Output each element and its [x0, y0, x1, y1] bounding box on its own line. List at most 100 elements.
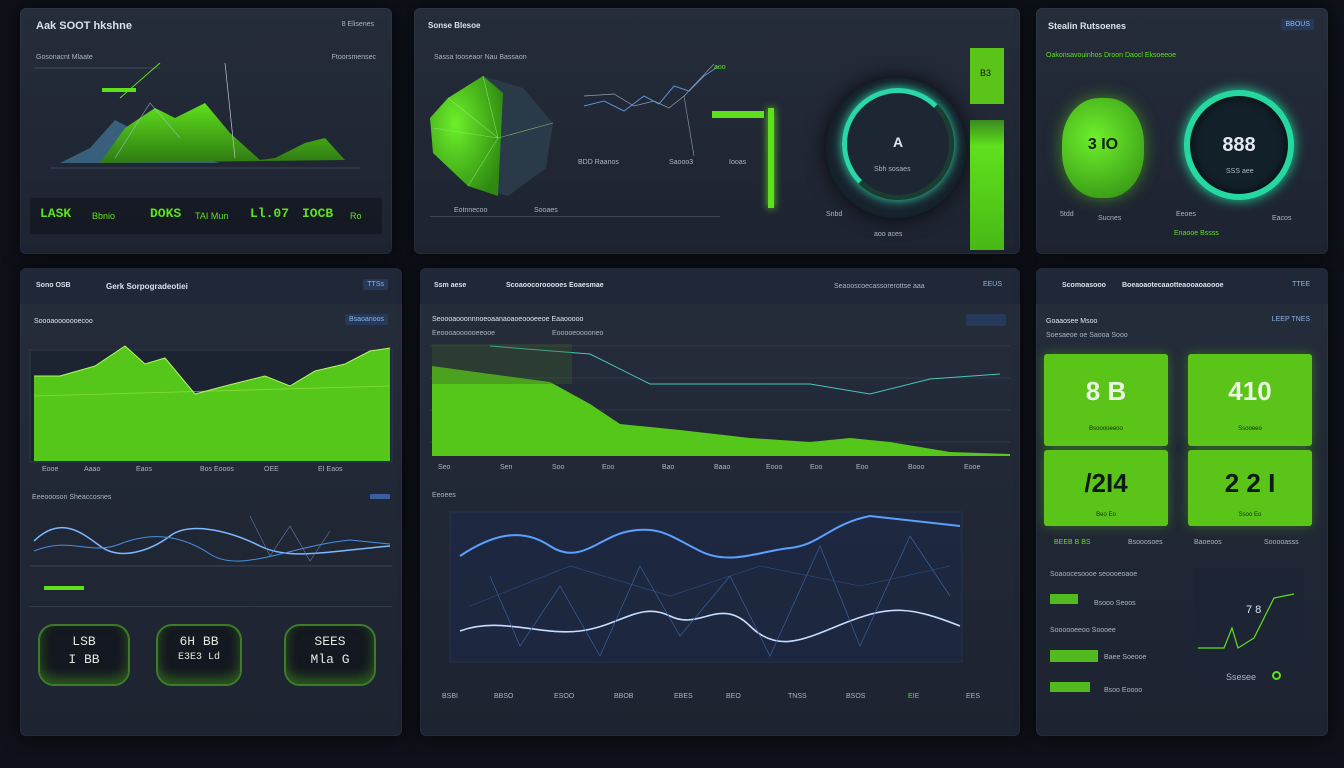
vertical-bar-top — [970, 48, 1004, 104]
gauge-right-sub: SSS aee — [1226, 168, 1254, 175]
mini-table — [430, 216, 720, 244]
x2-tick-9: EIE — [908, 693, 920, 700]
kpi-tile-3-value: /2I4 — [1084, 468, 1128, 498]
divider-bar — [768, 108, 774, 208]
x-tick-1: Eooe — [42, 466, 59, 473]
x2-tick-1: BSBI — [442, 693, 458, 700]
decline-area-chart — [430, 344, 1010, 456]
stat-value-3: Ll.07 — [250, 206, 290, 221]
list-item-5[interactable]: Bsoo Eoooo — [1104, 687, 1143, 694]
panel-title: Stealin Rutsoenes — [1048, 21, 1127, 31]
panel-kpis: Scomoasooo Boeaoaotecaaotteaooaoaoooe TT… — [1036, 268, 1328, 736]
panel-sub2: Soesaeoe oe Saooa Sooo — [1046, 332, 1128, 339]
stat-label-2: TAI Mun — [195, 211, 229, 221]
x-tick-7: Eooo — [766, 464, 783, 471]
kpi-tile-4[interactable]: 2 2 I Ssoo Eo — [1188, 450, 1312, 526]
chart-sub2: Eooooeooooneo — [552, 330, 604, 337]
list-item-2[interactable]: Bsooo Seoos — [1094, 600, 1136, 607]
kpi-tile-2-value: 410 — [1228, 376, 1272, 406]
chart-subtitle: Gosonacnt Mlaate — [36, 54, 93, 61]
kpi-tile-1-label: Bsooooeeoo — [1089, 426, 1123, 432]
x2-tick-2: BBSO — [494, 693, 514, 700]
status-dot — [1272, 671, 1281, 680]
list-item-1[interactable]: Soaoocesoooe seoooeoaoe — [1050, 571, 1138, 578]
tile-foot-4: Sooooasss — [1264, 539, 1299, 546]
kpi-pill-2[interactable]: 6H BB E3E3 Ld — [156, 624, 242, 686]
list-item-3[interactable]: Soooooeeoo Soooee — [1050, 627, 1116, 634]
panel-title: Sonse Blesoe — [428, 21, 481, 30]
foot-label-2: Sucnes — [1098, 215, 1122, 222]
chart-sub: Eeoooaoooooeeooe — [432, 330, 496, 337]
panel-tag[interactable]: TTEE — [1292, 281, 1310, 288]
panel-badge[interactable]: 8 Elisenes — [341, 21, 374, 28]
kpi-pill-1-top: LSB — [72, 634, 96, 649]
panel-title-a: Ssm aese — [434, 282, 467, 289]
x-tick-2: Aaao — [84, 466, 101, 473]
x-tick-11: Eooe — [964, 464, 981, 471]
x2-tick-6: BEO — [726, 693, 741, 700]
gauge-left-value: 3 IO — [1087, 136, 1119, 153]
kpi-tile-1[interactable]: 8 B Bsooooeeoo — [1044, 354, 1168, 446]
gauge-value: A — [892, 134, 904, 150]
mountain-chart — [34, 62, 360, 169]
table-row-2: Sooaes — [534, 207, 558, 214]
tile-foot-2: Bsooosoes — [1128, 539, 1163, 546]
list-bar-3 — [1050, 682, 1090, 692]
x-tick-6: EI Eaos — [318, 466, 343, 473]
tile-foot-1: BEEB B BS — [1054, 539, 1091, 546]
panel-subtitle: Oakonsavouinhos Droon Daocl Eksoeeoe — [1046, 52, 1176, 59]
panel-performance: Ssm aese Scoaoocorooooes Eoaesmae Seaoos… — [420, 268, 1020, 736]
x-tick-5: Bao — [662, 464, 675, 471]
chart2-tag-bar — [370, 494, 390, 499]
wave-chart — [30, 515, 392, 590]
x2-tick-5: EBES — [674, 693, 693, 700]
panel-tag[interactable]: BBOUS — [1281, 19, 1314, 30]
kpi-pill-2-top: 6H BB — [179, 634, 219, 649]
x-tick-6: Baao — [714, 464, 731, 471]
stat-value-1: LASK — [40, 206, 72, 221]
x-tick-2: Sen — [500, 464, 513, 471]
panel-title: Aak SOOT hkshne — [36, 20, 132, 32]
chart-tag[interactable]: Bsaoanoos — [344, 314, 388, 325]
kpi-tile-2[interactable]: 410 Ssooeeo — [1188, 354, 1312, 446]
kpi-pill-1-bottom: I BB — [68, 652, 100, 667]
panel-title-a: Sono OSB — [36, 282, 71, 289]
panel-sub: Goaaosee Msoo — [1046, 318, 1098, 325]
panel-tag2[interactable]: LEEP TNES — [1271, 316, 1310, 323]
panel-tag[interactable]: EEUS — [982, 281, 1002, 288]
foot-label-4: Eacos — [1272, 215, 1292, 222]
gauge-right — [1184, 90, 1294, 200]
chart2-title: Eeoees — [432, 492, 456, 499]
chart-title: Seoooaooonnnoeoaanaoaoeoooeeoe Eaaooooo — [432, 316, 584, 323]
x-tick-10: Booo — [908, 464, 925, 471]
vertical-bar-value: B3 — [980, 68, 992, 78]
footer-label: Ssesee — [1226, 672, 1257, 682]
line-label-4: Iooas — [729, 159, 747, 166]
stats-strip — [30, 198, 382, 234]
list-bar-1 — [1050, 594, 1078, 604]
kpi-pill-3[interactable]: SEES Mla G — [284, 624, 376, 686]
x-tick-4: Eoo — [602, 464, 615, 471]
stat-value-2: DOKS — [150, 206, 182, 221]
panel-tag[interactable]: TTSs — [363, 279, 388, 290]
x2-tick-4: BBOB — [614, 693, 634, 700]
list-item-4[interactable]: Baee Soeooe — [1104, 654, 1147, 661]
panel-trends: Sono OSB Gerk Sorpogradeotiei TTSs Soooa… — [20, 268, 402, 736]
panel-title-b: Boeaoaotecaaotteaooaoaoooe — [1122, 282, 1224, 289]
network-line-chart — [449, 511, 963, 663]
chart-tag[interactable] — [966, 314, 1006, 326]
foot-label-3: Eeoes — [1176, 211, 1196, 218]
gauge-sub: Sbh sosaes — [874, 166, 911, 173]
x2-tick-7: TNSS — [788, 693, 807, 700]
chart-title: Soooaooooooecoo — [34, 318, 93, 325]
panel-title-right: Seaooscoecassorerottse aaa — [834, 283, 925, 290]
panel-header — [420, 268, 1020, 304]
panel-header — [20, 268, 402, 304]
kpi-tile-3[interactable]: /2I4 Beo Eo — [1044, 450, 1168, 526]
panel-status: Stealin Rutsoenes BBOUS Oakonsavouinhos … — [1036, 8, 1328, 254]
kpi-pill-1[interactable]: LSB I BB — [38, 624, 130, 686]
line-chart-middle — [583, 63, 764, 157]
divider-line — [30, 606, 392, 607]
x-tick-5: OEE — [264, 466, 279, 473]
mini-value: 7 8 — [1246, 604, 1262, 616]
